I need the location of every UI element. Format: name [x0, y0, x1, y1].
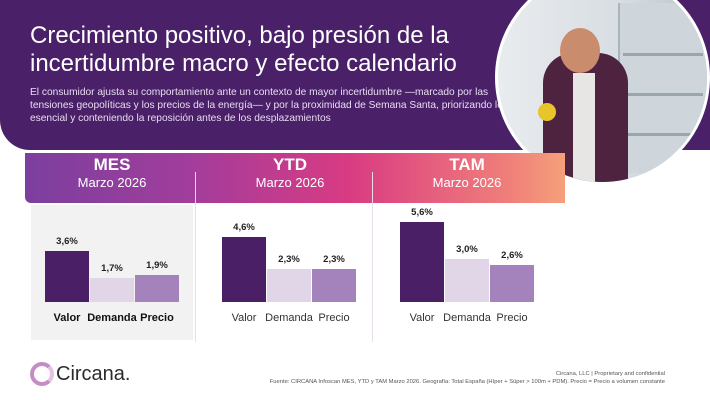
data-label: 1,7%: [101, 262, 123, 274]
data-label: 1,9%: [146, 260, 168, 272]
bar-precio: [312, 269, 356, 302]
period-date: Marzo 2026: [255, 175, 325, 190]
period-header-mes: MES Marzo 2026: [42, 155, 182, 191]
period-header-tam: TAM Marzo 2026: [397, 155, 537, 191]
data-label: 3,0%: [456, 244, 478, 256]
divider: [372, 172, 373, 342]
period-header-band: [25, 153, 565, 203]
bar-valor: [222, 236, 266, 302]
data-label: 5,6%: [411, 207, 433, 219]
footer-source: Circana, LLC | Proprietary and confident…: [269, 371, 665, 385]
period-date: Marzo 2026: [77, 175, 147, 190]
period-date: Marzo 2026: [432, 175, 502, 190]
category-label: Demanda: [87, 312, 137, 324]
bar-valor: [45, 250, 89, 302]
bar-precio: [135, 275, 179, 302]
data-label: 4,6%: [233, 221, 255, 233]
data-label: 2,3%: [278, 254, 300, 266]
bar-demanda: [445, 259, 489, 302]
data-label: 3,6%: [56, 235, 78, 247]
bar-demanda: [90, 277, 134, 302]
divider: [195, 172, 196, 342]
bar-valor: [400, 222, 444, 302]
category-label: Precio: [140, 312, 174, 324]
period-header-ytd: YTD Marzo 2026: [220, 155, 360, 191]
category-label: Precio: [496, 312, 528, 324]
woman-fridge-photo: [495, 0, 710, 185]
period-title: YTD: [273, 155, 307, 174]
period-title: TAM: [449, 155, 485, 174]
bar-demanda: [267, 269, 311, 302]
category-label: Valor: [231, 312, 257, 324]
bar-precio: [490, 265, 534, 302]
period-title: MES: [93, 155, 131, 174]
category-label: Valor: [409, 312, 435, 324]
circana-logo: Circana.: [30, 362, 130, 386]
page-title: Crecimiento positivo, bajo presión de la…: [30, 22, 457, 77]
category-label: Demanda: [265, 312, 313, 324]
page-subtitle: El consumidor ajusta su comportamiento a…: [30, 87, 503, 124]
category-label: Demanda: [443, 312, 491, 324]
data-label: 2,6%: [501, 250, 523, 262]
data-label: 2,3%: [323, 254, 345, 266]
category-label: Valor: [53, 312, 81, 324]
category-label: Precio: [318, 312, 350, 324]
circana-logo-icon: [30, 362, 54, 386]
